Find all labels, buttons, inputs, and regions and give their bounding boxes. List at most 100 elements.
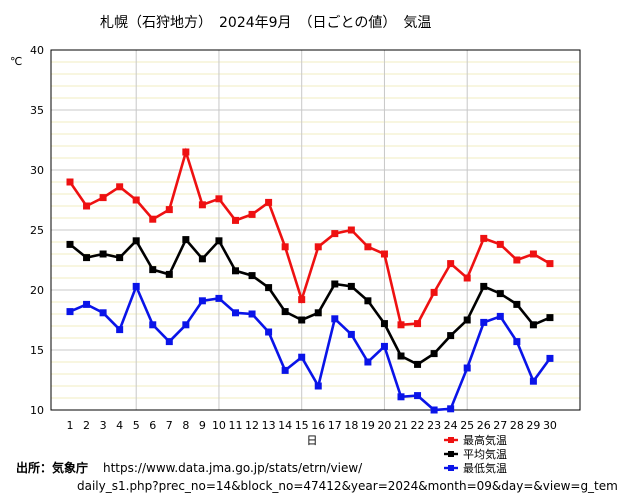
- series-line: [69, 282, 552, 412]
- data-point: [347, 282, 355, 290]
- data-point: [298, 316, 306, 324]
- data-point: [347, 330, 355, 338]
- data-point: [529, 250, 537, 258]
- series-最高気温: [66, 147, 554, 329]
- legend-swatch-marker: [448, 451, 454, 457]
- x-tick-label: 25: [460, 419, 474, 432]
- data-point: [529, 377, 537, 385]
- y-tick-label: 30: [30, 164, 44, 177]
- data-point: [83, 254, 91, 262]
- data-point: [198, 297, 206, 305]
- data-point: [182, 321, 190, 329]
- data-point: [480, 318, 488, 326]
- x-tick-label: 1: [67, 419, 74, 432]
- data-point: [281, 243, 289, 251]
- y-tick-label: 40: [30, 44, 44, 57]
- data-point: [513, 338, 521, 346]
- x-tick-label: 9: [199, 419, 206, 432]
- data-point: [232, 309, 239, 317]
- data-point: [66, 178, 74, 186]
- x-tick-label: 30: [543, 419, 557, 432]
- x-tick-label: 17: [328, 419, 342, 432]
- x-tick-label: 23: [427, 419, 441, 432]
- data-point: [83, 300, 91, 308]
- source-url-line1: https://www.data.jma.go.jp/stats/etrn/vi…: [103, 461, 363, 475]
- data-point: [364, 243, 372, 251]
- data-point: [149, 321, 157, 329]
- data-point: [380, 320, 388, 328]
- x-tick-label: 27: [493, 419, 507, 432]
- legend-label: 最低気温: [463, 461, 507, 475]
- data-point: [182, 236, 190, 244]
- data-point: [165, 338, 173, 346]
- source-label: 出所：気象庁: [16, 460, 88, 475]
- data-point: [364, 297, 372, 305]
- legend-swatch-marker: [448, 437, 454, 443]
- x-tick-label: 10: [212, 419, 226, 432]
- data-point: [546, 354, 554, 362]
- data-point: [215, 237, 223, 245]
- data-point: [232, 267, 239, 275]
- x-tick-label: 16: [311, 419, 325, 432]
- x-tick-label: 3: [100, 419, 107, 432]
- x-tick-label: 21: [394, 419, 408, 432]
- data-point: [215, 195, 223, 203]
- data-point: [347, 226, 355, 234]
- data-point: [165, 270, 173, 278]
- data-point: [463, 316, 471, 324]
- data-point: [314, 382, 322, 390]
- x-tick-label: 13: [262, 419, 276, 432]
- x-tick-label: 8: [182, 419, 189, 432]
- data-point: [132, 282, 140, 290]
- data-point: [496, 312, 504, 320]
- data-point: [132, 237, 140, 245]
- series-layer: [66, 147, 554, 414]
- data-point: [99, 250, 107, 258]
- x-tick-label: 4: [116, 419, 123, 432]
- x-tick-label: 7: [166, 419, 173, 432]
- y-tick-label: 15: [30, 344, 44, 357]
- data-point: [447, 260, 455, 268]
- data-point: [546, 314, 554, 322]
- data-point: [430, 406, 438, 414]
- data-point: [463, 274, 471, 282]
- y-axis-unit-label: ℃: [10, 55, 22, 68]
- x-tick-label: 28: [510, 419, 524, 432]
- x-tick-label: 14: [278, 419, 292, 432]
- data-point: [496, 290, 504, 298]
- x-axis-label: 日: [307, 434, 318, 447]
- data-point: [331, 280, 339, 288]
- data-point: [99, 309, 107, 317]
- data-point: [364, 358, 372, 366]
- y-tick-label: 35: [30, 104, 44, 117]
- data-point: [513, 300, 521, 308]
- data-point: [198, 201, 206, 209]
- data-point: [116, 183, 124, 191]
- series-最低気温: [66, 282, 554, 414]
- x-tick-label: 18: [344, 419, 358, 432]
- data-point: [397, 352, 405, 360]
- data-point: [265, 328, 273, 336]
- x-tick-label: 19: [361, 419, 375, 432]
- x-tick-label: 5: [133, 419, 140, 432]
- x-tick-label: 6: [149, 419, 156, 432]
- data-point: [165, 206, 173, 214]
- data-point: [480, 282, 488, 290]
- data-point: [281, 366, 289, 374]
- x-axis-ticks: 1 2 3 4 5 6 7 8 9 10 11 12 13 14 15 16 17 18 19 20 21 22 23 24 2…: [67, 419, 557, 432]
- data-point: [331, 230, 339, 238]
- data-point: [447, 332, 455, 340]
- data-point: [430, 350, 438, 358]
- data-point: [248, 310, 256, 318]
- data-point: [215, 294, 223, 302]
- data-point: [116, 326, 124, 334]
- data-point: [513, 256, 521, 264]
- data-point: [116, 254, 124, 262]
- data-point: [463, 364, 471, 372]
- series-line: [69, 237, 551, 366]
- data-point: [331, 315, 339, 323]
- legend-swatch-marker: [448, 465, 454, 471]
- data-point: [496, 240, 504, 248]
- data-point: [546, 260, 554, 268]
